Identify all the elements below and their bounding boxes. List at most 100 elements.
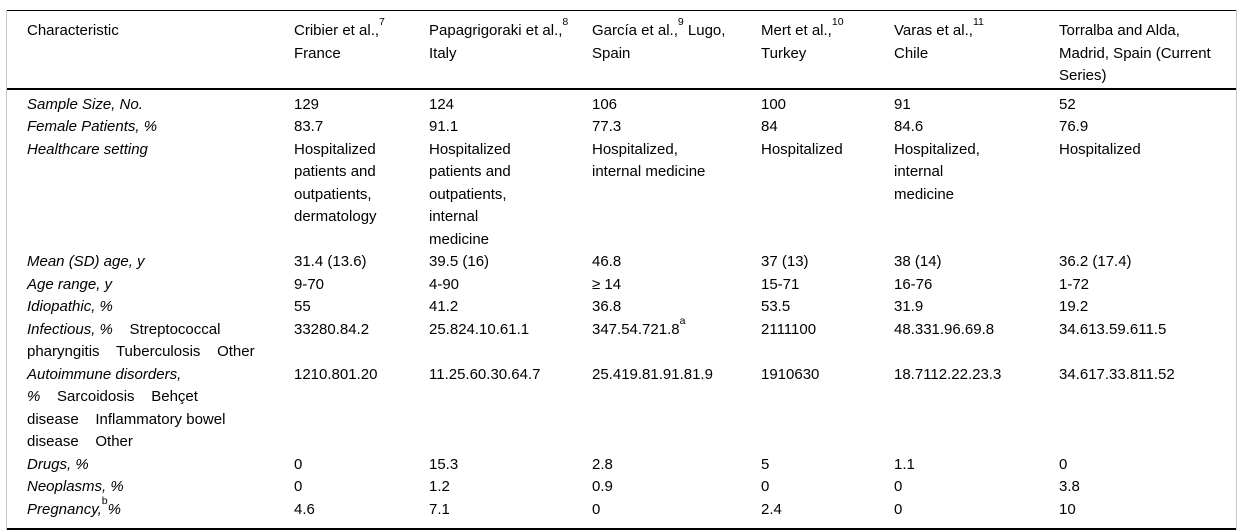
cell-value: 7.1 (429, 498, 592, 530)
cell-value: 34.613.59.611.5 (1059, 320, 1167, 338)
cell-value: ≥ 14 (592, 275, 622, 293)
cell-value: 4.6 (294, 498, 429, 530)
row-label-text: % (107, 500, 121, 518)
column-header-study: Mert et al.,10 Turkey (761, 10, 894, 90)
cell-value: 41.2 (429, 298, 459, 315)
table-row: Female Patients, % 83.7 91.1 77.3 84 84.6 76.9 (7, 116, 1236, 139)
cell-value: 1.1 (894, 455, 915, 473)
table-row: Mean (SD) age, y 31.4 (13.6) 39.5 (16) 46.8… (7, 251, 1236, 274)
row-label-text: Female Patients, % (27, 118, 158, 135)
row-label-text: Neoplasms, % (27, 478, 124, 495)
cell-value: 25.419.81.91.81.9 (592, 365, 713, 383)
cell-value: Hospitalized patients and outpatients, d… (294, 140, 377, 226)
cell-value: 83.7 (294, 118, 324, 135)
cell-value: 347.54.721.8a (592, 314, 686, 338)
cell-value: 76.9 (1059, 118, 1089, 135)
cell-value: 52 (1059, 95, 1076, 113)
row-label: Sample Size, No. (7, 89, 294, 117)
table-row: Idiopathic, % 55 41.2 36.8 53.5 31.9 19.2 (7, 296, 1236, 319)
table-row: Pregnancy,b% 4.6 7.1 0 2.4 0 10 (7, 495, 1236, 530)
cell-value: 91.1 (429, 118, 459, 135)
characteristics-table: Characteristic Cribier et al.,7 France Pap… (7, 10, 1236, 530)
cell-value: 106 (592, 95, 618, 113)
reference-number-superscript: 7 (379, 16, 385, 28)
row-label: Age range, y (7, 274, 294, 297)
row-label: Neoplasms, % (7, 476, 294, 499)
cell-value: 10 (1059, 498, 1236, 530)
cell-value: 124 (429, 95, 455, 113)
cell-value: 31.9 (894, 298, 924, 315)
cell-value: 2111100 (761, 320, 817, 338)
reference-number-superscript: 11 (972, 16, 984, 28)
cell-value: 48.331.96.69.8 (894, 320, 995, 338)
row-label: Idiopathic, % (7, 296, 294, 319)
cell-value: Hospitalized (1059, 140, 1141, 158)
cell-value: 25.824.10.61.1 (429, 320, 530, 338)
table-head: Characteristic Cribier et al.,7 France Pap… (7, 10, 1236, 90)
cell-value: 1910630 (761, 365, 820, 383)
cell-value: 4-90 (429, 275, 460, 293)
cell-value: 2.8 (592, 455, 613, 473)
cell-value: 46.8 (592, 253, 622, 270)
cell-value: 39.5 (16) (429, 253, 490, 270)
column-header-study: Cribier et al.,7 France (294, 10, 429, 90)
cell-value: 91 (894, 95, 911, 113)
cell-value: 1210.801.20 (294, 365, 378, 383)
row-label: Female Patients, % (7, 116, 294, 139)
cell-value: 11.25.60.30.64.7 (429, 365, 541, 383)
cell-value: 100 (761, 95, 787, 113)
cell-value: 37 (13) (761, 253, 809, 270)
cell-value: Hospitalized (761, 140, 843, 158)
row-label-text: Pregnancy, (27, 500, 102, 518)
cell-value: 0 (592, 498, 761, 530)
row-label-text: Idiopathic, % (27, 298, 113, 315)
row-label-text: Autoimmune disorders, % (27, 365, 182, 406)
cell-value: Hospitalized, internal medicine (592, 140, 706, 181)
table-row: Infectious, % Streptococcal pharyngitis … (7, 314, 1236, 364)
row-label: Autoimmune disorders, % Sarcoidosis Behç… (7, 364, 294, 454)
row-label-text: Mean (SD) age, y (27, 253, 145, 270)
row-sublabel-text: Streptococcal pharyngitis Tuberculosis O… (27, 320, 255, 361)
cell-value: 3.8 (1059, 478, 1080, 495)
cell-value: 0.9 (592, 478, 613, 495)
cell-value: Hospitalized, internal medicine (894, 140, 980, 203)
table-body: Sample Size, No. 129 124 106 100 91 52 Female P… (7, 89, 1236, 530)
row-label: Infectious, % Streptococcal pharyngitis … (7, 319, 294, 364)
cell-value: 9-70 (294, 275, 325, 293)
cell-value: 2.4 (761, 498, 894, 530)
cell-value: 36.2 (17.4) (1059, 253, 1132, 270)
cell-value: 1-72 (1059, 275, 1090, 293)
row-label: Drugs, % (7, 454, 294, 477)
row-label-text: Age range, y (27, 275, 113, 293)
cell-value: 19.2 (1059, 298, 1089, 315)
row-label-text: Sample Size, No. (27, 95, 143, 113)
study-comparison-table-wrapper: Characteristic Cribier et al.,7 France Pap… (6, 10, 1237, 530)
footnote-marker-superscript: a (679, 314, 686, 327)
cell-value: 34.617.33.811.52 (1059, 365, 1175, 383)
cell-value: 0 (761, 478, 770, 495)
cell-value: 0 (294, 478, 303, 495)
column-header-characteristic: Characteristic (7, 10, 294, 90)
row-label: Mean (SD) age, y (7, 251, 294, 274)
cell-value: 77.3 (592, 118, 622, 135)
cell-value: 84.6 (894, 118, 924, 135)
table-row: Age range, y 9-70 4-90 ≥ 14 15-71 16-76 1-72 (7, 274, 1236, 297)
cell-value: 31.4 (13.6) (294, 253, 367, 270)
cell-value: 36.8 (592, 298, 622, 315)
cell-value: 0 (294, 455, 303, 473)
table-row: Neoplasms, % 0 1.2 0.9 0 0 3.8 (7, 476, 1236, 499)
cell-value: 15-71 (761, 275, 800, 293)
cell-value: 0 (894, 498, 1059, 530)
row-label-text: Healthcare setting (27, 140, 148, 158)
table-header-row: Characteristic Cribier et al.,7 France Pap… (7, 10, 1236, 90)
column-header-study: Varas et al.,11 Chile (894, 10, 1059, 90)
row-label: Healthcare setting (7, 139, 294, 252)
row-label-text: Infectious, % (27, 320, 113, 338)
cell-value: 5 (761, 455, 770, 473)
cell-value: 0 (894, 478, 903, 495)
reference-number-superscript: 9 (677, 16, 684, 28)
column-header-study: Papagrigoraki et al.,8 Italy (429, 10, 592, 90)
cell-value: 1.2 (429, 478, 450, 495)
cell-value: 129 (294, 95, 320, 113)
table-row: Drugs, % 0 15.3 2.8 5 1.1 0 (7, 454, 1236, 477)
